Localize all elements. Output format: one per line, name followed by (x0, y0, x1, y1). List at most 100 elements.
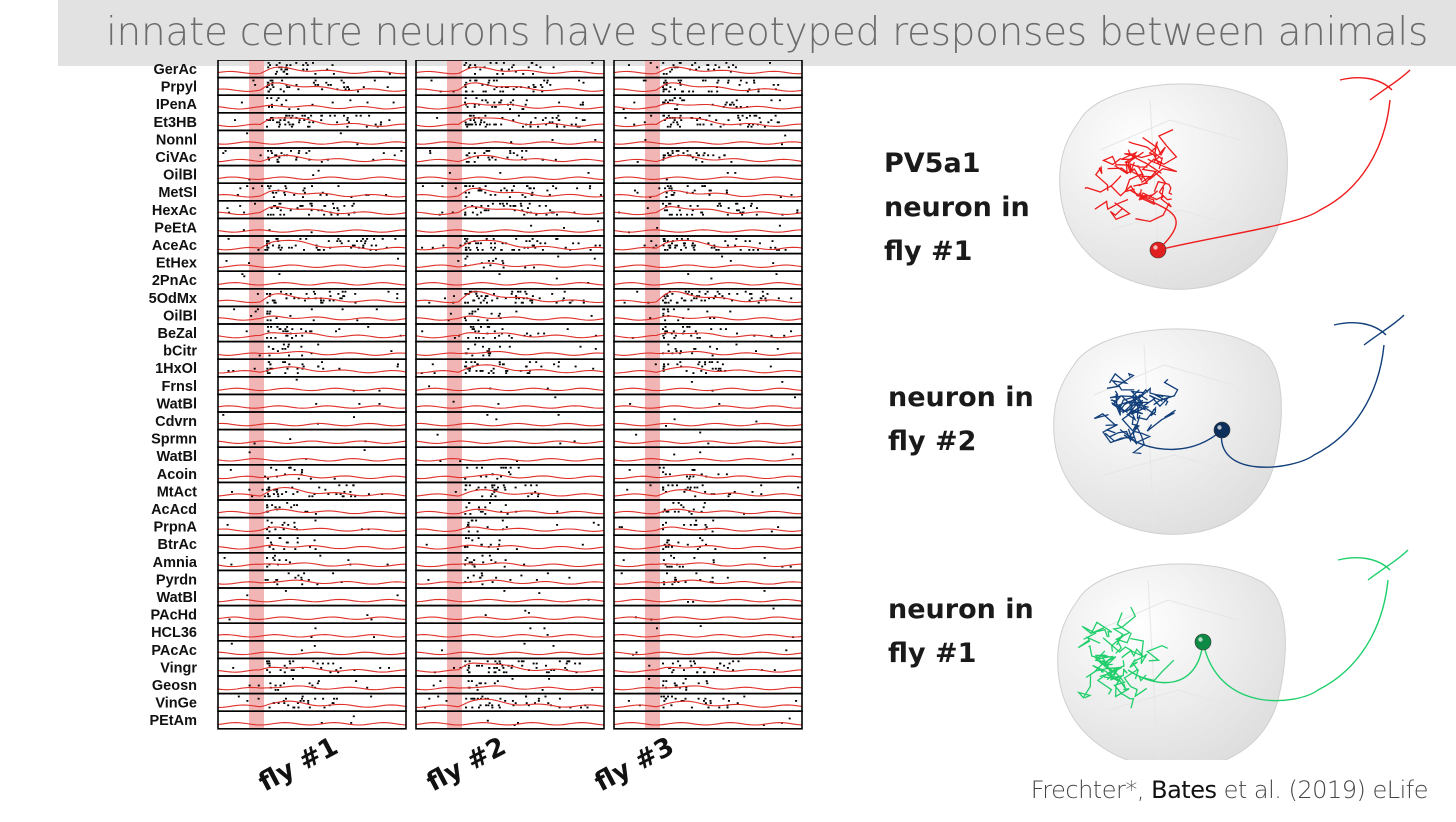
spike (552, 185, 555, 187)
spike (354, 495, 357, 498)
spike (747, 125, 749, 128)
spike (686, 213, 689, 216)
row-border (217, 428, 407, 449)
spike (312, 121, 315, 124)
spike (493, 88, 496, 91)
spike (662, 706, 665, 709)
firing-rate-trace (217, 82, 407, 92)
spike (668, 246, 671, 249)
firing-rate-trace (415, 290, 605, 304)
spike (544, 242, 547, 245)
firing-rate-trace (217, 282, 407, 286)
spike (500, 466, 503, 469)
spike (479, 370, 482, 372)
spike (492, 367, 495, 370)
spike (502, 90, 505, 93)
spike (366, 238, 369, 240)
odor-label: PAcAc (151, 643, 197, 659)
spike (301, 697, 303, 700)
spike (491, 706, 494, 709)
spike (294, 244, 297, 247)
spike (492, 260, 495, 262)
spike (335, 493, 338, 495)
row-border (415, 481, 605, 501)
firing-rate-trace (415, 102, 605, 110)
spike (759, 121, 762, 124)
raster-row (415, 375, 605, 396)
spike (451, 211, 454, 214)
spike (531, 295, 534, 297)
spike (266, 97, 269, 99)
spike (762, 724, 765, 726)
spike (429, 152, 432, 154)
spike (594, 139, 597, 141)
spike (288, 354, 290, 357)
spike (548, 121, 551, 124)
spike (694, 662, 696, 665)
spike (496, 297, 499, 300)
spike (268, 488, 270, 491)
spike (275, 154, 278, 157)
spike (498, 539, 501, 542)
spike (332, 73, 335, 75)
spike (472, 574, 475, 577)
raster-row (217, 235, 407, 255)
spike (349, 99, 352, 102)
spike (266, 537, 269, 539)
spike (267, 493, 269, 495)
spike (567, 660, 570, 663)
spike (317, 249, 320, 251)
raster-row (415, 675, 605, 695)
odor-label: PAcHd (151, 608, 197, 624)
spike (511, 189, 514, 192)
spike (516, 460, 518, 462)
spike (297, 706, 300, 709)
spike (484, 99, 487, 102)
spike (664, 249, 666, 251)
spike (682, 506, 685, 509)
spike (331, 101, 334, 104)
spike (703, 152, 706, 154)
spike (305, 238, 308, 240)
spike (295, 158, 298, 161)
row-border (217, 217, 407, 237)
odor-label: PrpnA (154, 520, 198, 536)
spike (268, 187, 271, 190)
spike (484, 90, 487, 93)
spike (476, 213, 479, 216)
spike (662, 328, 664, 330)
spike (320, 722, 323, 724)
spike (299, 700, 302, 702)
spike (487, 352, 490, 355)
spike (643, 244, 646, 247)
spike (386, 86, 389, 88)
spike (464, 97, 467, 99)
spike (538, 592, 541, 594)
raster-row (217, 604, 407, 624)
row-border (613, 270, 803, 290)
spike (474, 73, 476, 75)
spike (703, 502, 706, 504)
spike (534, 117, 537, 119)
raster-row (217, 164, 407, 184)
spike (662, 367, 665, 370)
spike (569, 706, 572, 709)
spike (557, 114, 560, 117)
spike (296, 702, 299, 704)
row-border (217, 534, 407, 554)
spike (441, 211, 444, 214)
spike (682, 90, 685, 93)
spike (251, 495, 254, 498)
spike (227, 370, 230, 372)
spike (350, 196, 353, 198)
spike (686, 475, 688, 478)
spike (478, 682, 481, 685)
spike (525, 293, 528, 295)
spike (689, 488, 691, 491)
spike (488, 354, 491, 357)
spike (491, 486, 494, 489)
spike (704, 363, 707, 366)
spike (746, 90, 749, 93)
primary-neurite (1127, 641, 1204, 684)
spike (501, 73, 504, 75)
